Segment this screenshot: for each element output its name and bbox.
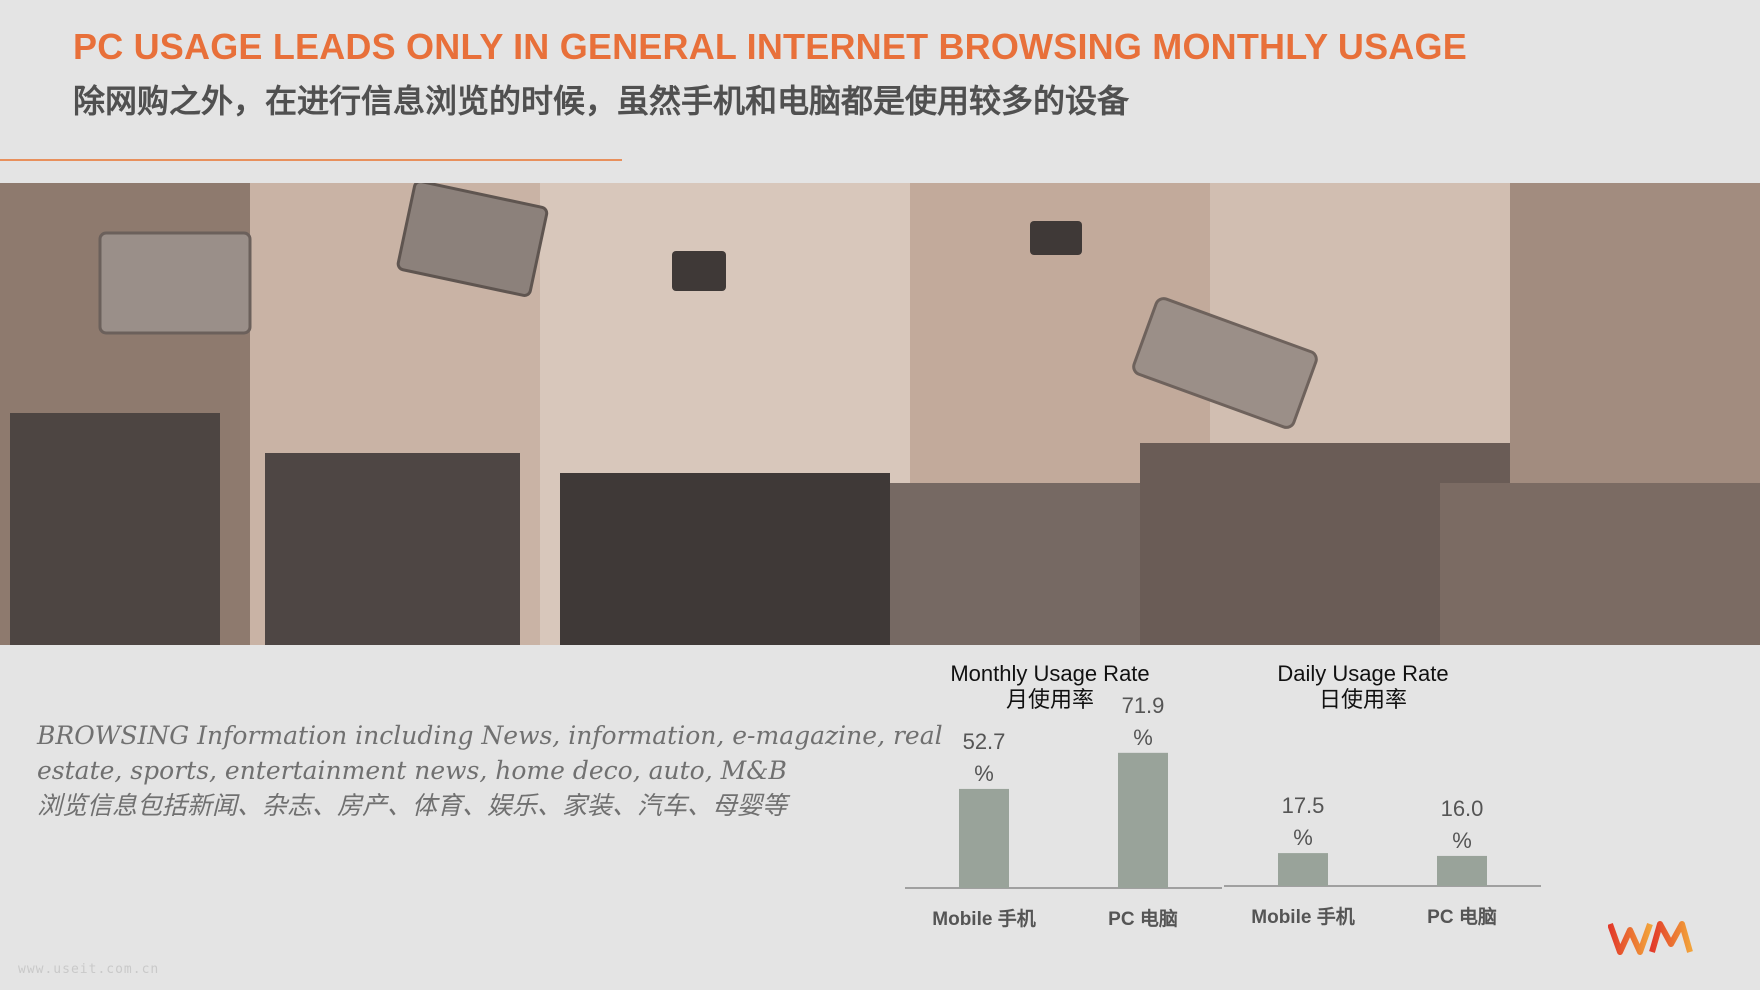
people-with-devices-photo (0, 183, 1760, 645)
daily-data-unit-2: % (1452, 828, 1472, 853)
monthly-category-label-1: Mobile 手机 (932, 907, 1035, 930)
daily-category-label-2: PC 电脑 (1427, 905, 1497, 928)
description-line-3: 浏览信息包括新闻、杂志、房产、体育、娱乐、家装、汽车、母婴等 (37, 791, 788, 820)
monthly-bar-1 (959, 788, 1009, 888)
daily-data-unit-1: % (1293, 825, 1313, 850)
page-title: PC USAGE LEADS ONLY IN GENERAL INTERNET … (73, 26, 1467, 67)
wm-logo-icon (1608, 921, 1693, 955)
daily-data-label-1: 17.5 (1282, 793, 1325, 818)
page-subtitle: 除网购之外，在进行信息浏览的时候，虽然手机和电脑都是使用较多的设备 (73, 83, 1130, 119)
monthly-data-label-1: 52.7 (963, 729, 1006, 754)
daily-bar-1 (1278, 853, 1328, 886)
monthly-category-label-2: PC 电脑 (1108, 907, 1178, 930)
daily-data-label-2: 16.0 (1441, 796, 1484, 821)
daily-chart-title-en: Daily Usage Rate (1277, 661, 1449, 686)
daily-bar-2 (1437, 855, 1487, 886)
daily-chart-title: Daily Usage Rate 日使用率 (1218, 661, 1508, 713)
monthly-data-label-2: 71.9 (1122, 693, 1165, 718)
monthly-data-unit-2: % (1133, 725, 1153, 750)
daily-chart-title-cn: 日使用率 (1318, 687, 1407, 712)
monthly-bar-2 (1118, 752, 1168, 888)
monthly-chart-title-en: Monthly Usage Rate (950, 661, 1150, 686)
browsing-description: BROWSING Information including News, inf… (37, 718, 943, 823)
monthly-chart-title: Monthly Usage Rate 月使用率 (905, 661, 1195, 713)
title-divider (0, 159, 622, 161)
description-line-1: BROWSING Information including News, inf… (37, 721, 943, 750)
daily-category-label-1: Mobile 手机 (1251, 905, 1354, 928)
monthly-chart-title-cn: 月使用率 (1005, 687, 1094, 712)
watermark: www.useit.com.cn (18, 962, 160, 977)
monthly-data-unit-1: % (974, 761, 994, 786)
description-line-2: estate, sports, entertainment news, home… (37, 756, 787, 785)
